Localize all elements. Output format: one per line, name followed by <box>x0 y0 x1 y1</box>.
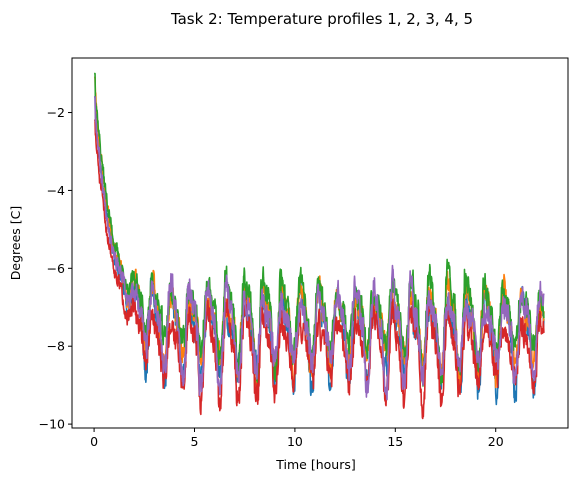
y-tick-label: −8 <box>47 339 65 354</box>
chart-title: Task 2: Temperature profiles 1, 2, 3, 4,… <box>170 10 473 28</box>
x-tick-label: 0 <box>90 434 98 449</box>
x-axis-label: Time [hours] <box>275 457 355 472</box>
series-line-5 <box>93 96 545 401</box>
x-tick-label: 5 <box>191 434 199 449</box>
y-tick-label: −4 <box>47 183 65 198</box>
x-tick-label: 10 <box>287 434 303 449</box>
plot-frame <box>71 57 569 429</box>
x-axis: 0 5 10 15 20 <box>90 428 504 449</box>
y-axis: −10 −8 −6 −4 −2 <box>39 105 72 432</box>
plot-area <box>93 72 545 420</box>
y-tick-label: −10 <box>39 417 65 432</box>
y-tick-label: −6 <box>47 261 65 276</box>
series-line-4 <box>93 119 545 420</box>
x-tick-label: 15 <box>387 434 403 449</box>
x-tick-label: 20 <box>488 434 504 449</box>
y-tick-label: −2 <box>47 105 65 120</box>
y-axis-label: Degrees [C] <box>8 206 23 280</box>
